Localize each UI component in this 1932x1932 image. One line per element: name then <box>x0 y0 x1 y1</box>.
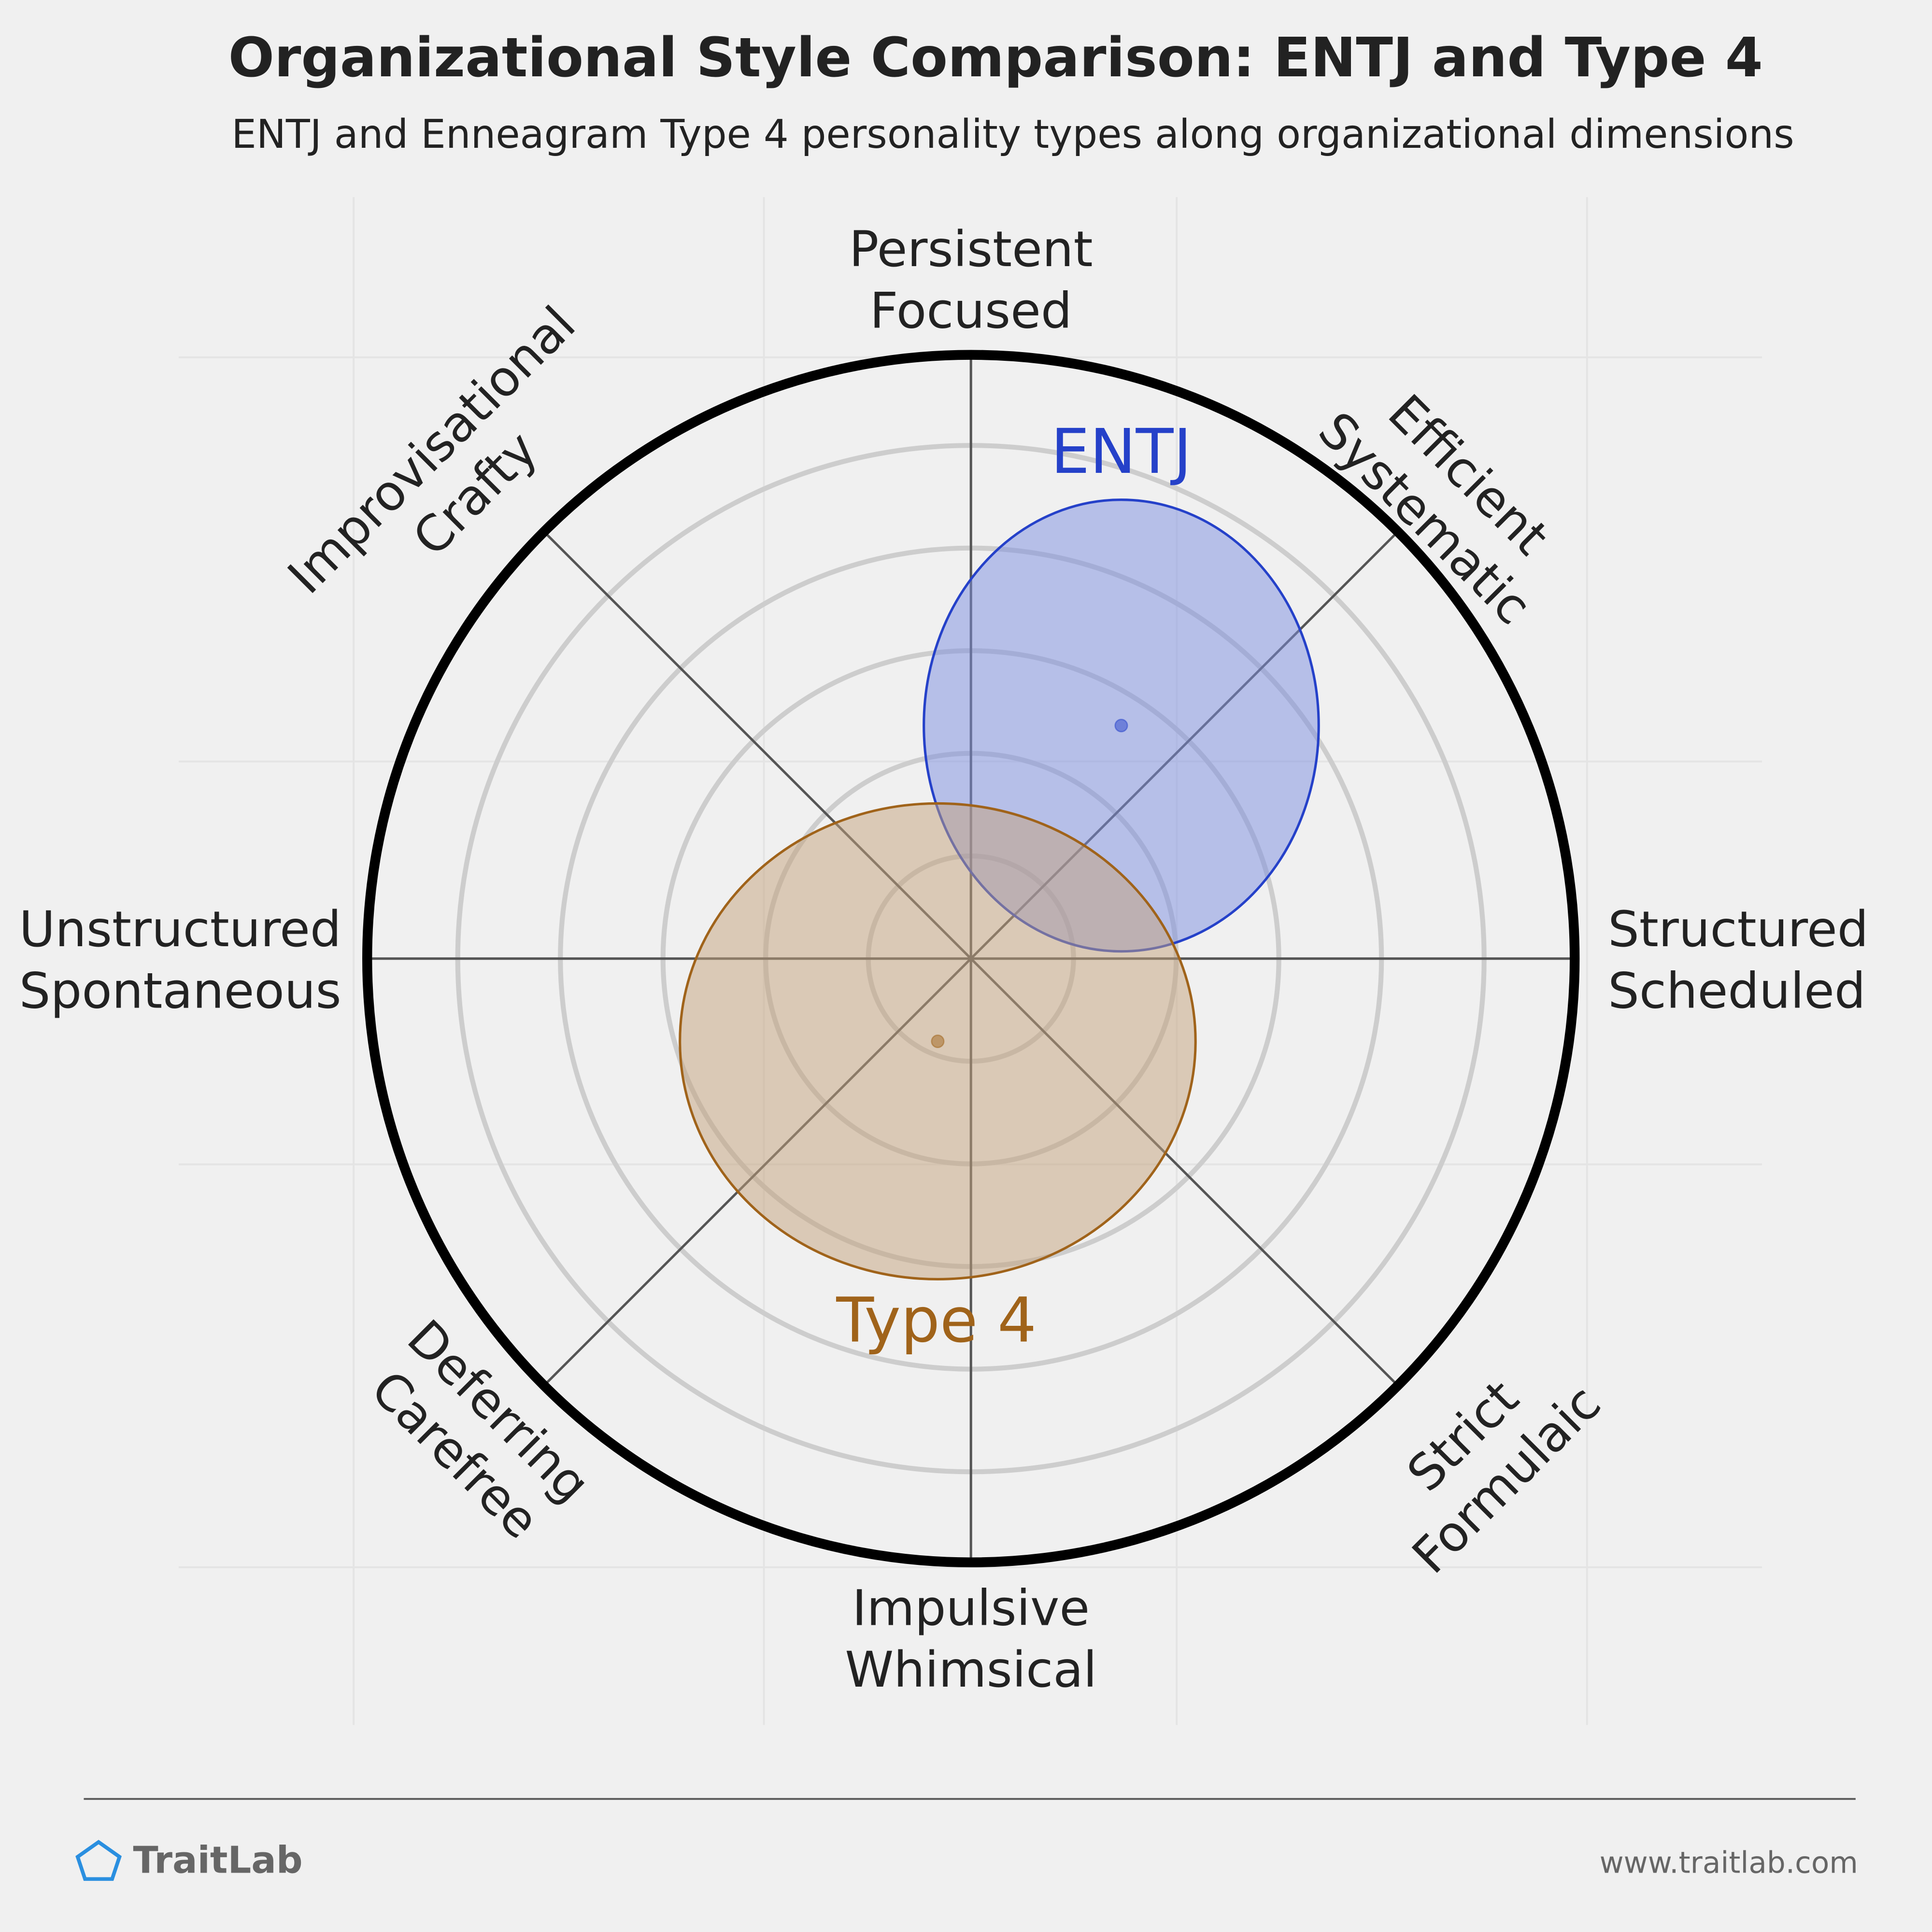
axis-label-line: Spontaneous <box>19 963 341 1020</box>
axis-label-line: Whimsical <box>845 1641 1097 1699</box>
axis-label-line: Unstructured <box>19 901 341 958</box>
axis-label-line: Impulsive <box>852 1580 1090 1637</box>
outer-ring <box>362 350 1580 1567</box>
brand: TraitLab <box>133 1839 303 1882</box>
type-label: ENTJ <box>1051 416 1192 488</box>
chart-title: Organizational Style Comparison: ENTJ an… <box>228 27 1763 89</box>
type-center <box>931 1034 945 1048</box>
chart-subtitle: ENTJ and Enneagram Type 4 personality ty… <box>231 112 1794 157</box>
brand-logo <box>75 1840 122 1881</box>
axis-label-line: Structured <box>1608 901 1868 958</box>
axis-label-line: Persistent <box>849 221 1093 278</box>
axis-label-line: Scheduled <box>1608 963 1866 1020</box>
type-center <box>1114 719 1128 733</box>
url: www.traitlab.com <box>1600 1846 1858 1880</box>
axis-label-line: Focused <box>870 282 1072 340</box>
type-label: Type 4 <box>836 1285 1037 1356</box>
